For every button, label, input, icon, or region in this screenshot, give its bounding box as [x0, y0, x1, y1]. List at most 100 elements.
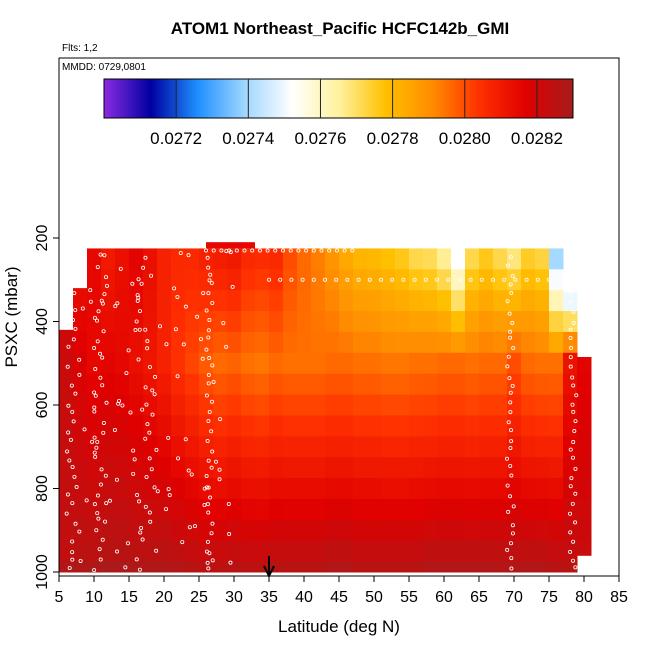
- heatmap-cell: [297, 540, 312, 563]
- heatmap-cell: [563, 498, 578, 521]
- heatmap-cell: [409, 352, 424, 375]
- sample-point: [227, 248, 232, 253]
- sample-point: [327, 248, 332, 253]
- heatmap-cell: [395, 290, 410, 312]
- heatmap-cell: [339, 311, 354, 333]
- x-tick-label: 40: [295, 589, 313, 606]
- heatmap-cell: [206, 242, 255, 249]
- heatmap-cell: [395, 331, 410, 354]
- x-tick-label: 60: [435, 589, 453, 606]
- sample-point: [508, 428, 513, 433]
- sample-point: [123, 565, 128, 570]
- heatmap-cell: [73, 540, 88, 563]
- heatmap-cell: [87, 331, 102, 354]
- sample-point: [100, 301, 105, 306]
- heatmap-cell: [171, 498, 186, 521]
- heatmap-cell: [381, 394, 396, 416]
- sample-point: [147, 365, 152, 370]
- colorbar-tick-label: 0.0276: [294, 129, 346, 148]
- heatmap-cell: [199, 290, 214, 312]
- heatmap-cell: [241, 394, 256, 416]
- heatmap-cell: [143, 394, 158, 416]
- heatmap-cell: [353, 540, 368, 563]
- heatmap-cell: [521, 394, 536, 416]
- sample-point: [93, 393, 98, 398]
- heatmap-cell: [549, 269, 564, 291]
- sample-point: [204, 308, 209, 313]
- heatmap-cell: [129, 394, 144, 416]
- heatmap-cell: [255, 394, 270, 416]
- sample-point: [221, 321, 226, 326]
- heatmap-cell: [353, 498, 368, 521]
- x-tick-label: 20: [155, 589, 173, 606]
- heatmap-cell: [255, 436, 270, 458]
- heatmap-cell: [73, 331, 88, 354]
- sample-point: [508, 255, 513, 260]
- heatmap-cell: [521, 248, 536, 270]
- heatmap-cell: [325, 290, 340, 312]
- heatmap-cell: [521, 415, 536, 437]
- sample-point: [574, 393, 579, 398]
- heatmap-cell: [311, 457, 326, 479]
- heatmap-cell: [87, 248, 102, 270]
- heatmap-cell: [59, 561, 74, 573]
- heatmap-cell: [73, 561, 88, 573]
- sample-point: [71, 419, 76, 424]
- heatmap-cell: [213, 248, 228, 270]
- sample-point: [143, 255, 148, 260]
- sample-point: [207, 551, 212, 556]
- heatmap-cell: [395, 269, 410, 291]
- heatmap-cell: [353, 373, 368, 396]
- sample-point: [200, 356, 205, 361]
- heatmap-cell: [367, 311, 382, 333]
- heatmap-cell: [479, 373, 494, 396]
- heatmap-cell: [367, 248, 382, 270]
- sample-point: [175, 374, 180, 379]
- heatmap-cell: [451, 352, 466, 375]
- heatmap-cell: [563, 311, 578, 333]
- sample-point: [95, 511, 100, 516]
- heatmap-cell: [493, 415, 508, 437]
- heatmap-cell: [101, 457, 116, 479]
- heatmap-cell: [479, 248, 494, 270]
- x-tick-label: 65: [470, 589, 488, 606]
- sample-point: [166, 435, 171, 440]
- heatmap-cell: [269, 394, 284, 416]
- heatmap-cell: [423, 394, 438, 416]
- heatmap-cell: [171, 478, 186, 500]
- heatmap-cell: [157, 311, 172, 333]
- sample-point: [508, 494, 513, 499]
- heatmap-cell: [563, 457, 578, 479]
- sample-point: [118, 266, 123, 271]
- heatmap-cell: [157, 457, 172, 479]
- heatmap-cell: [325, 373, 340, 396]
- sample-point: [571, 383, 576, 388]
- sample-point: [178, 250, 183, 255]
- sample-point: [210, 300, 215, 305]
- sample-point: [206, 458, 211, 463]
- heatmap-cell: [255, 540, 270, 563]
- sample-point: [70, 501, 75, 506]
- heatmap-cell: [311, 498, 326, 521]
- heatmap-cell: [437, 519, 452, 542]
- heatmap-cell: [87, 540, 102, 563]
- heatmap-cell: [325, 457, 340, 479]
- sample-point: [116, 401, 121, 406]
- heatmap-cell: [143, 331, 158, 354]
- heatmap-cell: [367, 290, 382, 312]
- sample-point: [572, 262, 577, 267]
- heatmap-cell: [297, 352, 312, 375]
- heatmap-cell: [241, 415, 256, 437]
- heatmap-cell: [213, 394, 228, 416]
- heatmap-cell: [199, 457, 214, 479]
- heatmap-cell: [437, 290, 452, 312]
- heatmap-cell: [493, 478, 508, 500]
- heatmap-cell: [115, 519, 130, 542]
- sample-point: [135, 493, 140, 498]
- sample-point: [524, 277, 529, 282]
- heatmap-cell: [367, 519, 382, 542]
- sample-point: [88, 288, 93, 293]
- heatmap-cell: [101, 394, 116, 416]
- sample-point: [144, 402, 149, 407]
